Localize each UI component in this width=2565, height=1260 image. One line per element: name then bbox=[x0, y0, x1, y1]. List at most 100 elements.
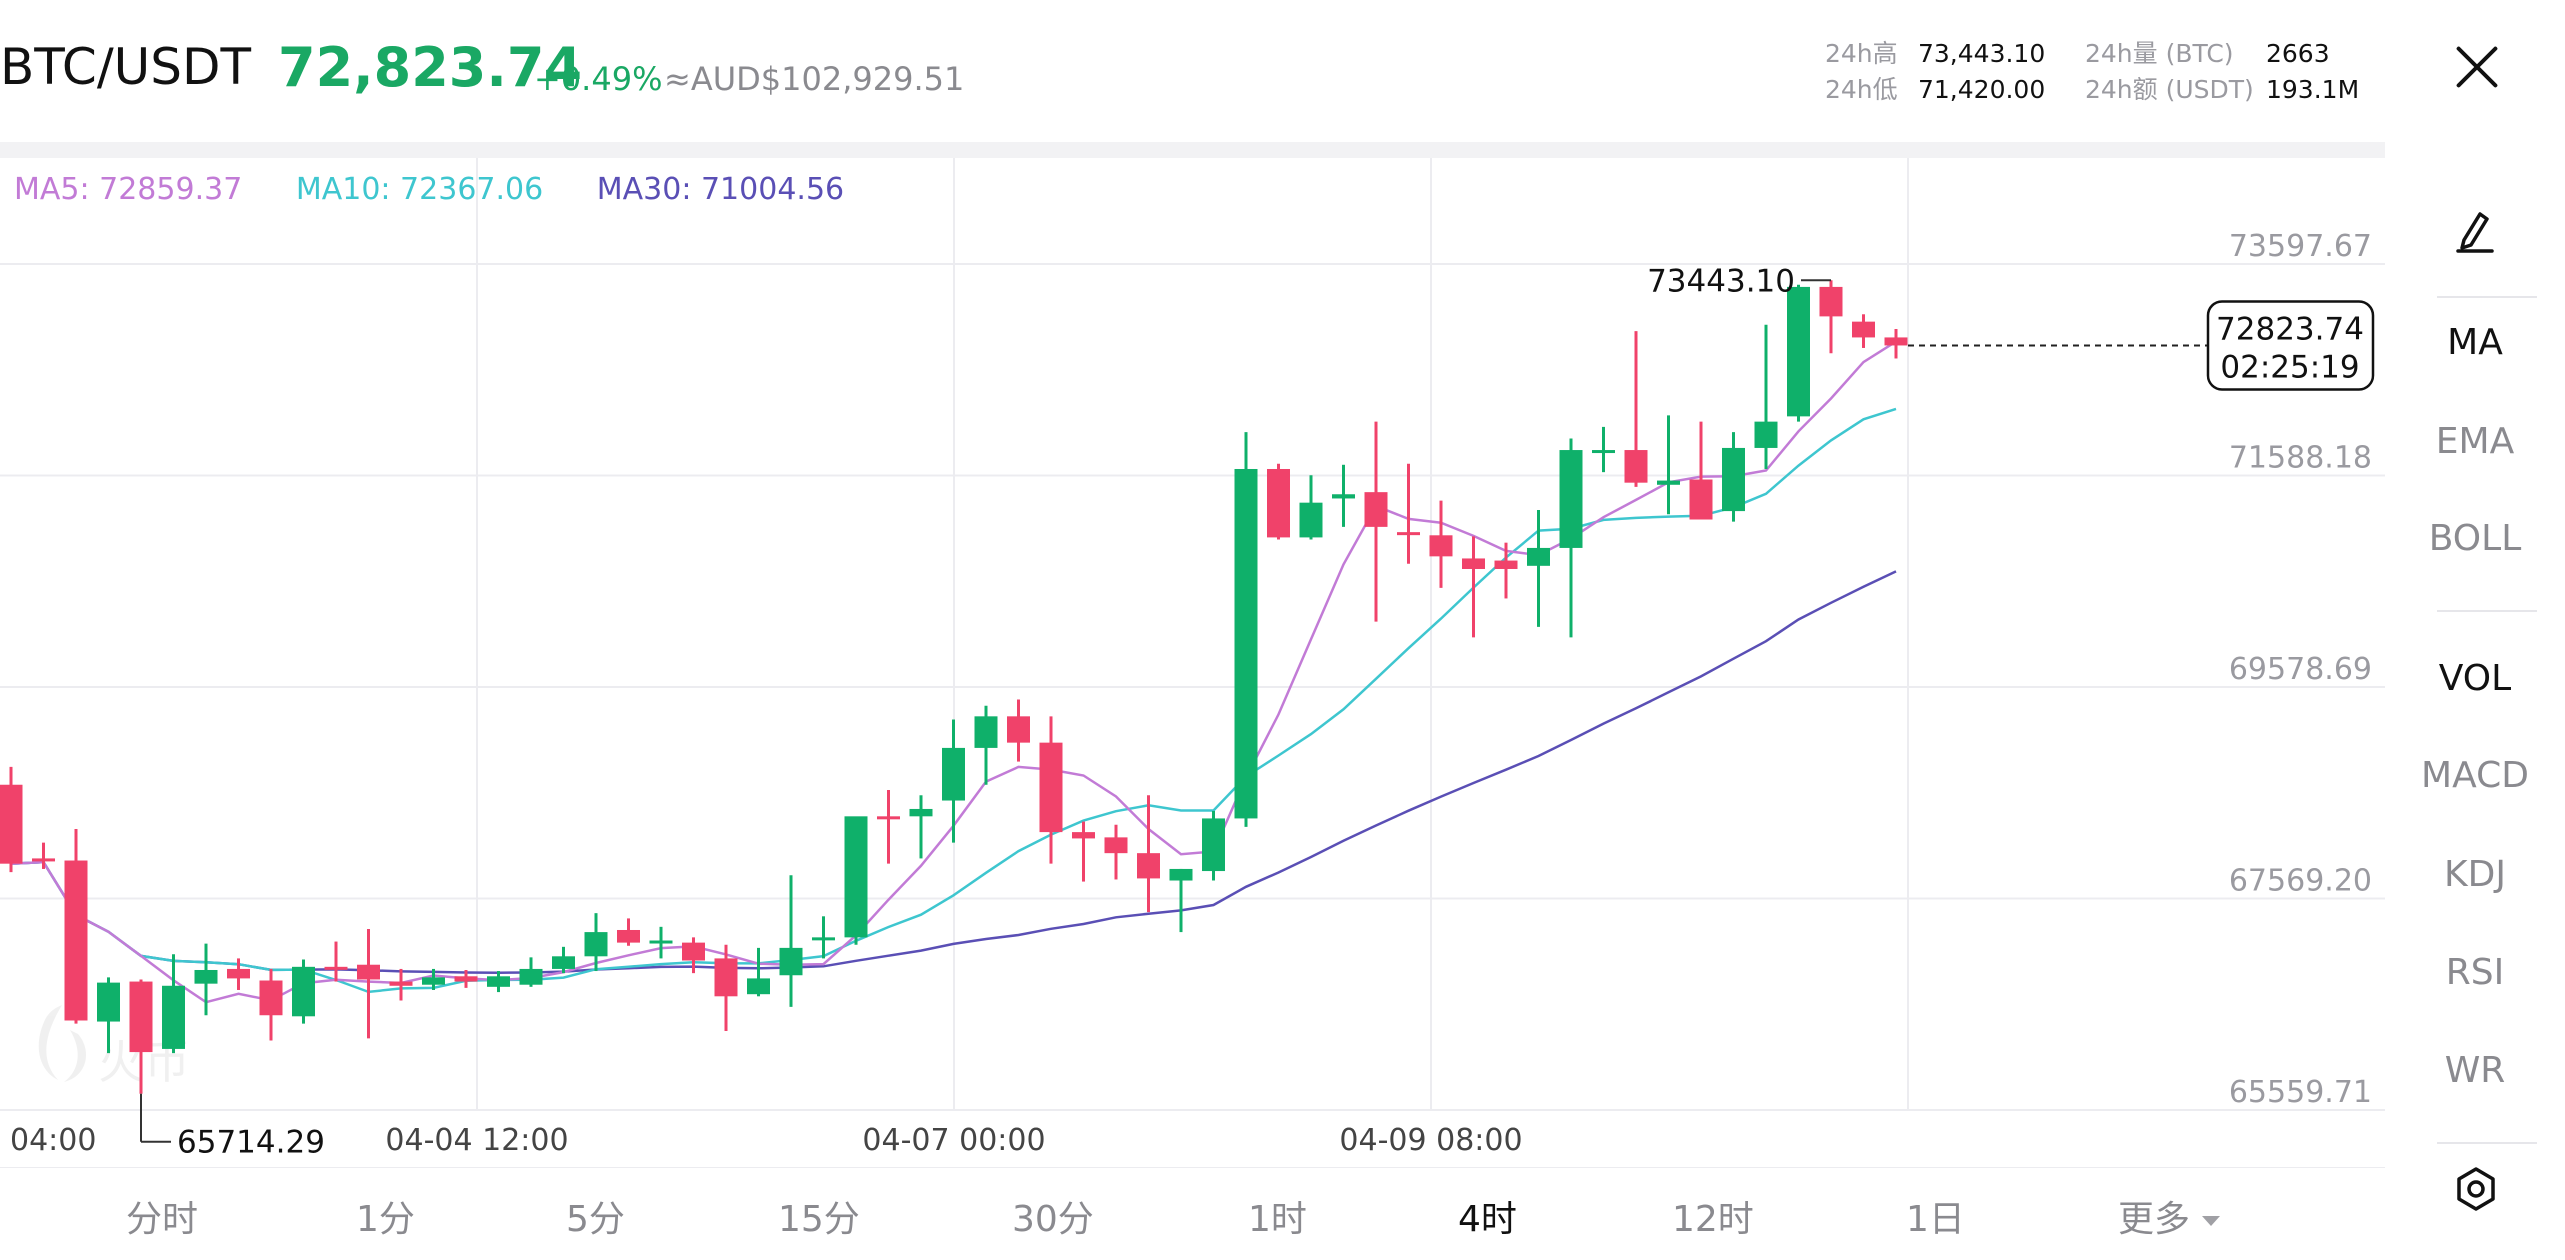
tab-1d[interactable]: 1日 bbox=[1906, 1199, 1965, 1240]
candle-body bbox=[1787, 286, 1810, 417]
candle-body bbox=[1429, 535, 1453, 557]
candle-body bbox=[389, 981, 413, 986]
candle-body bbox=[1592, 450, 1615, 454]
pair-name[interactable]: BTC/USDT bbox=[0, 38, 252, 96]
y-tick-label: 73597.67 bbox=[2229, 229, 2372, 264]
candle-body bbox=[1624, 450, 1648, 483]
vol-label: 24h量 (BTC) bbox=[2085, 39, 2234, 68]
stats-high-low: 24h高 24h低 bbox=[1825, 36, 1898, 108]
candle bbox=[844, 816, 868, 945]
amount-label: 24h额 (USDT) bbox=[2085, 75, 2254, 104]
candle-body bbox=[1007, 716, 1030, 743]
candle bbox=[1884, 329, 1908, 359]
candle-body bbox=[1137, 853, 1160, 879]
sidebar-item-ema[interactable]: EMA bbox=[2435, 421, 2515, 462]
candle-body bbox=[1234, 468, 1258, 819]
candle-body bbox=[1332, 494, 1355, 499]
candle-body bbox=[454, 976, 478, 982]
candle-body bbox=[1104, 837, 1128, 854]
candle bbox=[64, 828, 88, 1024]
tab-5m[interactable]: 5分 bbox=[566, 1199, 625, 1240]
tab-1h[interactable]: 1时 bbox=[1248, 1199, 1307, 1240]
chart-panel[interactable] bbox=[0, 158, 2385, 1260]
sidebar-item-rsi[interactable]: RSI bbox=[2445, 952, 2505, 993]
candle bbox=[129, 979, 153, 1094]
candle bbox=[909, 795, 933, 859]
candle bbox=[389, 968, 413, 1001]
candle-body bbox=[194, 969, 218, 984]
candle bbox=[1332, 464, 1355, 527]
candle bbox=[292, 959, 315, 1024]
candle bbox=[747, 947, 770, 997]
candle bbox=[1104, 824, 1128, 880]
candle-body bbox=[779, 947, 803, 976]
candle-body bbox=[259, 980, 283, 1016]
close-icon[interactable] bbox=[2452, 42, 2502, 92]
candle-body bbox=[747, 978, 770, 995]
sidebar-item-boll[interactable]: BOLL bbox=[2428, 518, 2522, 559]
sidebar-item-ma[interactable]: MA bbox=[2447, 322, 2503, 363]
vol-value: 2663 bbox=[2266, 39, 2330, 68]
tab-12h[interactable]: 12时 bbox=[1672, 1199, 1754, 1240]
candle-body bbox=[909, 808, 933, 817]
candle-body bbox=[32, 858, 55, 862]
candle bbox=[1007, 699, 1030, 762]
high-value: 73,443.10 bbox=[1918, 39, 2046, 68]
candle bbox=[779, 875, 803, 1007]
candle-body bbox=[617, 929, 640, 943]
sidebar-item-kdj[interactable]: KDJ bbox=[2444, 854, 2506, 895]
candle bbox=[942, 719, 965, 843]
sidebar-item-macd[interactable]: MACD bbox=[2421, 755, 2529, 796]
candle bbox=[194, 943, 218, 1016]
candle bbox=[1429, 500, 1453, 588]
candlestick-chart[interactable]: 火币 73597.6771588.1869578.6967569.2065559… bbox=[0, 0, 2385, 1168]
candle bbox=[324, 941, 348, 982]
candle bbox=[584, 913, 608, 972]
candle-body bbox=[1072, 832, 1095, 839]
tab-30m[interactable]: 30分 bbox=[1012, 1199, 1094, 1240]
high-price-label: 73443.10 bbox=[1647, 263, 1795, 299]
candle bbox=[227, 958, 250, 990]
candle bbox=[1559, 438, 1583, 638]
ma5-legend: MA5: 72859.37 bbox=[14, 172, 243, 207]
candle bbox=[1234, 432, 1258, 827]
candle bbox=[1267, 463, 1290, 540]
candle bbox=[714, 944, 738, 1032]
tab-15m[interactable]: 15分 bbox=[778, 1199, 860, 1240]
candle bbox=[454, 969, 478, 988]
candle-body bbox=[1884, 337, 1908, 346]
candle-body bbox=[97, 982, 120, 1022]
x-axis: 04:00 04-04 12:00 04-07 00:00 04-09 08:00 bbox=[10, 1123, 1523, 1158]
candle bbox=[1689, 421, 1713, 520]
candle bbox=[1364, 421, 1388, 622]
current-price-box bbox=[2206, 300, 2375, 391]
candle-body bbox=[1754, 421, 1778, 448]
candle-body bbox=[422, 977, 445, 985]
tab-4h[interactable]: 4时 bbox=[1458, 1199, 1517, 1240]
candle bbox=[1462, 536, 1485, 638]
settings-icon[interactable] bbox=[2453, 1166, 2499, 1212]
candle bbox=[649, 926, 673, 959]
y-tick-label: 69578.69 bbox=[2229, 652, 2372, 687]
candle-body bbox=[1819, 286, 1843, 317]
x-tick-label: 04:00 bbox=[10, 1123, 96, 1158]
low-label: 24h低 bbox=[1825, 75, 1898, 104]
draw-tool-icon[interactable] bbox=[2450, 204, 2500, 254]
sidebar-divider bbox=[2437, 1142, 2537, 1144]
tab-1m[interactable]: 1分 bbox=[356, 1199, 415, 1240]
fiat-price: ≈AUD$102,929.51 bbox=[664, 60, 965, 98]
candle bbox=[162, 954, 185, 1054]
tab-more[interactable]: 更多 bbox=[2118, 1190, 2221, 1242]
chart-grid bbox=[0, 158, 2385, 1168]
candle bbox=[0, 766, 23, 873]
candle-body bbox=[649, 940, 673, 944]
candle bbox=[1592, 426, 1615, 473]
candle bbox=[1137, 795, 1160, 913]
sidebar-item-wr[interactable]: WR bbox=[2444, 1050, 2506, 1091]
tab-timeline[interactable]: 分时 bbox=[126, 1199, 199, 1240]
candle bbox=[1852, 314, 1875, 348]
sidebar-item-vol[interactable]: VOL bbox=[2438, 658, 2512, 699]
candle-body bbox=[324, 966, 348, 970]
candle-body bbox=[1364, 492, 1388, 527]
